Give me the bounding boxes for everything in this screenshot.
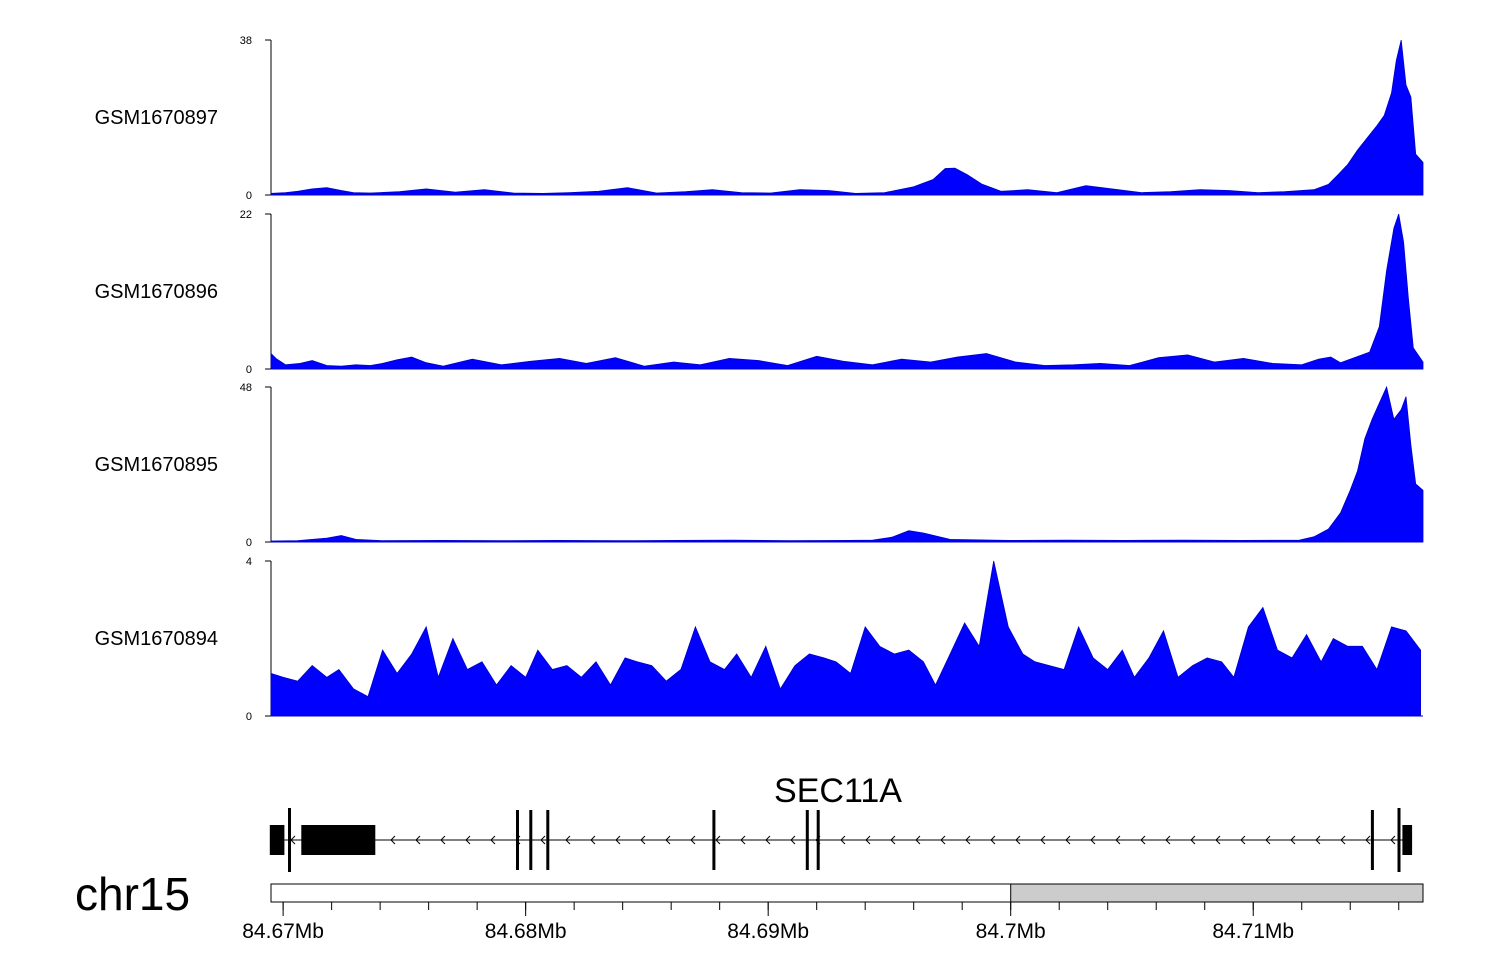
strand-arrow — [715, 835, 721, 845]
strand-arrow — [1190, 835, 1196, 845]
strand-arrow — [690, 835, 696, 845]
strand-arrow — [665, 835, 671, 845]
strand-arrow — [1290, 835, 1296, 845]
y-tick-label: 0 — [246, 190, 252, 202]
exon — [301, 825, 376, 855]
coverage-area-GSM1670895 — [270, 385, 1424, 543]
chromosome-label: chr15 — [75, 868, 190, 920]
strand-arrow — [590, 835, 596, 845]
strand-arrow — [940, 835, 946, 845]
exon — [529, 810, 533, 870]
exon — [546, 810, 550, 870]
strand-arrow — [765, 835, 771, 845]
track-name: GSM1670895 — [95, 454, 218, 476]
strand-arrow — [1040, 835, 1046, 845]
exon — [269, 825, 285, 855]
gene-track: SEC11A — [269, 772, 1413, 872]
genome-axis: chr15 84.67Mb 84.68Mb 84.69Mb 84.7Mb 84.71Mb — [75, 868, 1424, 943]
strand-arrow — [640, 835, 646, 845]
strand-arrow — [890, 835, 896, 845]
coverage-tracks: GSM1670897380GSM1670896220GSM1670895480G… — [95, 35, 1424, 723]
gene-model — [269, 808, 1413, 872]
y-tick-label: 0 — [246, 711, 252, 723]
strand-arrow — [1390, 835, 1396, 845]
track-name: GSM1670897 — [95, 107, 218, 129]
strand-arrow — [490, 835, 496, 845]
strand-arrow — [1065, 835, 1071, 845]
strand-arrow — [1315, 835, 1321, 845]
strand-arrow — [1265, 835, 1271, 845]
exon — [1370, 810, 1374, 870]
track-GSM1670897: GSM1670897 38 0 — [95, 35, 1424, 202]
strand-arrow — [865, 835, 871, 845]
track-name: GSM1670896 — [95, 281, 218, 303]
exon — [805, 810, 809, 870]
strand-arrow — [440, 835, 446, 845]
strand-arrow — [615, 835, 621, 845]
strand-arrow — [840, 835, 846, 845]
y-tick-label: 48 — [240, 382, 252, 394]
track-name: GSM1670894 — [95, 628, 218, 650]
exon — [1402, 825, 1413, 855]
x-tick-label: 84.68Mb — [485, 920, 567, 943]
strand-arrow — [1240, 835, 1246, 845]
exon — [816, 810, 820, 870]
track-GSM1670894: GSM1670894 4 0 — [95, 556, 1423, 723]
exon — [1397, 808, 1401, 872]
strand-arrow — [540, 835, 546, 845]
strand-arrow — [1140, 835, 1146, 845]
coverage-area-GSM1670896 — [270, 213, 1424, 370]
track-GSM1670895: GSM1670895 48 0 — [95, 382, 1424, 549]
exon — [288, 808, 291, 872]
exon — [516, 810, 519, 870]
x-tick-label: 84.69Mb — [727, 920, 809, 943]
strand-arrow — [565, 835, 571, 845]
y-tick-label: 0 — [246, 537, 252, 549]
x-tick-label: 84.71Mb — [1212, 920, 1294, 943]
strand-arrow — [1015, 835, 1021, 845]
exon — [712, 810, 716, 870]
strand-arrow — [465, 835, 471, 845]
strand-arrow — [790, 835, 796, 845]
strand-arrow — [1115, 835, 1121, 845]
strand-arrow — [1365, 835, 1371, 845]
y-tick-label: 0 — [246, 364, 252, 376]
y-tick-label: 22 — [240, 209, 252, 221]
strand-arrow — [990, 835, 996, 845]
strand-arrow — [390, 835, 396, 845]
strand-arrow — [740, 835, 746, 845]
coverage-area-GSM1670894 — [270, 560, 1421, 717]
ideogram-band — [1010, 883, 1424, 903]
strand-arrow — [1090, 835, 1096, 845]
x-tick-label: 84.7Mb — [976, 920, 1046, 943]
axis-marks: 84.67Mb 84.68Mb 84.69Mb 84.7Mb 84.71Mb — [242, 883, 1424, 943]
gene-label: SEC11A — [774, 772, 902, 810]
y-tick-label: 4 — [246, 556, 252, 568]
y-tick-label: 38 — [240, 35, 252, 47]
x-tick-label: 84.67Mb — [242, 920, 324, 943]
track-GSM1670896: GSM1670896 22 0 — [95, 209, 1424, 376]
strand-arrow — [415, 835, 421, 845]
strand-arrow — [1215, 835, 1221, 845]
strand-arrow — [1165, 835, 1171, 845]
coverage-area-GSM1670897 — [270, 39, 1424, 196]
strand-arrow — [1340, 835, 1346, 845]
strand-arrow — [915, 835, 921, 845]
strand-arrow — [965, 835, 971, 845]
